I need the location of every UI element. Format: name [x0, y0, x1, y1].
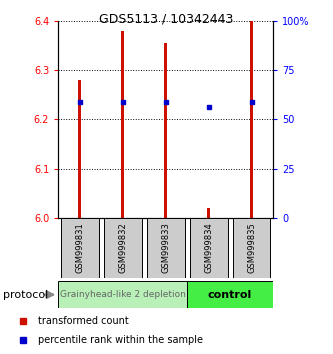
- Bar: [190, 218, 227, 278]
- Bar: [61, 218, 99, 278]
- Text: GSM999832: GSM999832: [118, 222, 127, 273]
- Text: protocol: protocol: [3, 290, 49, 300]
- Text: transformed count: transformed count: [38, 316, 129, 326]
- Bar: [104, 218, 142, 278]
- Bar: [121, 31, 124, 218]
- Text: percentile rank within the sample: percentile rank within the sample: [38, 335, 203, 344]
- Bar: [250, 21, 253, 218]
- Text: GDS5113 / 10342443: GDS5113 / 10342443: [99, 12, 234, 25]
- Text: GSM999834: GSM999834: [204, 222, 213, 273]
- Text: GSM999833: GSM999833: [161, 222, 170, 273]
- Text: GSM999835: GSM999835: [247, 222, 256, 273]
- Bar: [78, 80, 81, 218]
- Bar: [207, 208, 210, 218]
- Bar: [233, 218, 270, 278]
- Bar: [164, 43, 167, 218]
- Text: Grainyhead-like 2 depletion: Grainyhead-like 2 depletion: [60, 290, 186, 299]
- Bar: [187, 281, 273, 308]
- Bar: [58, 281, 187, 308]
- Text: GSM999831: GSM999831: [75, 222, 84, 273]
- Bar: [147, 218, 184, 278]
- Text: control: control: [208, 290, 252, 300]
